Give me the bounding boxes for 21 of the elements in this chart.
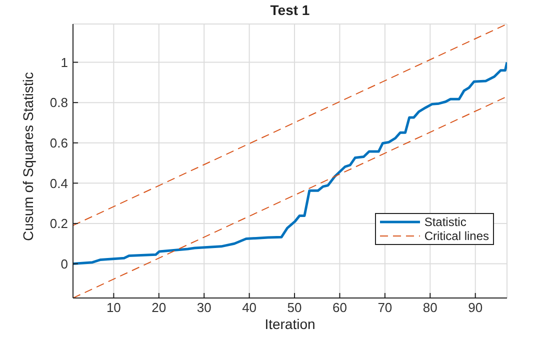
y-axis-title: Cusum of Squares Statistic (20, 72, 36, 241)
x-tick-label: 40 (242, 300, 257, 316)
y-tick-label: 0.6 (50, 135, 68, 150)
y-tick-label: 1 (60, 54, 68, 70)
x-tick-label: 90 (468, 300, 483, 316)
x-tick-label: 10 (106, 300, 121, 316)
x-axis-title: Iteration (264, 316, 316, 332)
y-tick-label: 0.2 (50, 216, 68, 232)
legend-label: Critical lines (424, 229, 489, 243)
x-tick-label: 60 (332, 300, 347, 316)
x-tick-label: 20 (152, 300, 166, 316)
x-tick-label: 50 (287, 300, 302, 316)
chart-title: Test 1 (269, 2, 311, 18)
legend-label: Statistic (424, 215, 466, 229)
x-tick-label: 80 (422, 300, 438, 316)
line-series (73, 61, 507, 265)
x-tick-label: 70 (378, 300, 392, 316)
y-tick-label: 0.8 (50, 95, 68, 110)
y-tick-label: 0.4 (50, 176, 68, 191)
x-tick-label: 30 (196, 300, 212, 316)
y-tick-label: 0 (60, 256, 68, 272)
